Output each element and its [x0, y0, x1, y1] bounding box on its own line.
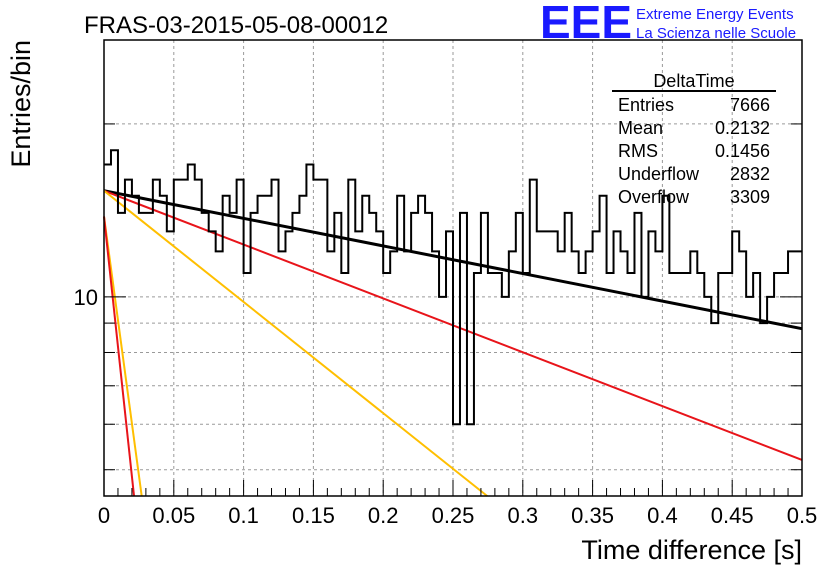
- stats-label-rms: RMS: [618, 141, 658, 161]
- stats-label-mean: Mean: [618, 118, 663, 138]
- x-tick-label-10: 0.5: [787, 503, 818, 528]
- eee-logo: EEE Extreme Energy Events La Scienza nel…: [540, 0, 796, 48]
- x-tick-label-6: 0.3: [508, 503, 539, 528]
- stats-value-mean: 0.2132: [715, 118, 770, 138]
- x-tick-label-4: 0.2: [368, 503, 399, 528]
- y-tick-labels: 10: [74, 285, 98, 310]
- x-tick-label-7: 0.35: [571, 503, 614, 528]
- stats-box: DeltaTime Entries 7666 Mean 0.2132 RMS 0.1456…: [612, 71, 776, 207]
- stats-label-entries: Entries: [618, 95, 674, 115]
- histogram-series: [104, 149, 802, 426]
- stats-value-underflow: 2832: [730, 164, 770, 184]
- x-tick-label-2: 0.1: [228, 503, 259, 528]
- fit-curve-2: [103, 189, 488, 497]
- x-tick-label-1: 0.05: [152, 503, 195, 528]
- stats-label-underflow: Underflow: [618, 164, 700, 184]
- stats-value-overflow: 3309: [730, 187, 770, 207]
- fit-curve-4: [103, 216, 136, 497]
- eee-logo-line2: La Scienza nelle Scuole: [636, 25, 796, 42]
- stats-label-overflow: Overflow: [618, 187, 690, 207]
- fit-curve-3: [103, 216, 143, 497]
- x-tick-label-5: 0.25: [432, 503, 475, 528]
- stats-value-rms: 0.1456: [715, 141, 770, 161]
- chart-title: FRAS-03-2015-05-08-00012: [84, 12, 388, 39]
- x-tick-label-8: 0.4: [647, 503, 678, 528]
- y-tick-label-0: 10: [74, 285, 98, 310]
- y-axis-label: Entries/bin: [6, 40, 36, 168]
- x-tick-labels: 0 0.05 0.1 0.15 0.2 0.25 0.3 0.35 0.4 0.45 0.5: [98, 503, 817, 528]
- stats-title: DeltaTime: [653, 71, 734, 91]
- stats-value-entries: 7666: [730, 95, 770, 115]
- x-tick-label-3: 0.15: [292, 503, 335, 528]
- eee-logo-line1: Extreme Energy Events: [636, 6, 794, 23]
- axis-ticks: [103, 123, 803, 496]
- eee-logo-mark: EEE: [540, 0, 632, 48]
- x-tick-label-0: 0: [98, 503, 110, 528]
- x-tick-label-9: 0.45: [711, 503, 754, 528]
- x-axis-label: Time difference [s]: [581, 535, 802, 565]
